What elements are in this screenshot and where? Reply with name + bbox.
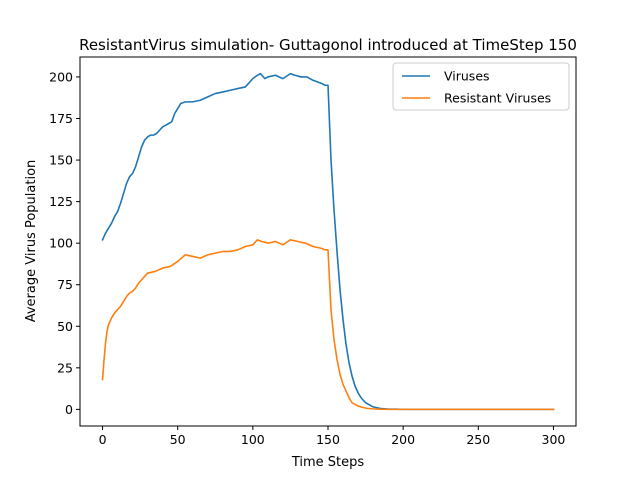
chart-title: ResistantVirus simulation- Guttagonol in…	[79, 36, 577, 54]
plot-area: 0 50 100 150 200 250 300 0 25 50 75 100 125 150 175 20…	[49, 56, 577, 447]
y-tick-label: 50	[57, 319, 73, 334]
series-line-resistant-viruses	[101, 239, 555, 411]
y-tick-label: 75	[57, 277, 73, 292]
x-tick-label: 250	[466, 432, 490, 447]
y-tick-label: 150	[49, 153, 73, 168]
x-axis: 0 50 100 150 200 250 300	[99, 426, 566, 447]
x-tick-label: 100	[241, 432, 265, 447]
legend-label: Resistant Viruses	[444, 91, 551, 106]
x-tick-label: 300	[542, 432, 566, 447]
y-axis: 0 25 50 75 100 125 150 175 200	[49, 69, 80, 417]
legend-box	[392, 62, 570, 111]
x-tick-label: 0	[99, 432, 107, 447]
x-tick-label: 200	[391, 432, 415, 447]
x-tick-label: 50	[170, 432, 186, 447]
legend-label: Viruses	[444, 69, 490, 84]
legend: Viruses Resistant Viruses	[392, 62, 570, 111]
y-tick-label: 100	[49, 236, 73, 251]
x-tick-label: 150	[316, 432, 340, 447]
y-tick-label: 25	[57, 360, 73, 375]
y-tick-label: 175	[49, 111, 73, 126]
x-axis-label: Time Steps	[291, 455, 365, 470]
series-layer	[101, 72, 555, 411]
y-tick-label: 0	[65, 402, 73, 417]
y-axis-label: Average Virus Population	[24, 160, 39, 323]
y-tick-label: 200	[49, 69, 73, 84]
series-line-viruses	[101, 72, 555, 411]
y-tick-label: 125	[49, 194, 73, 209]
